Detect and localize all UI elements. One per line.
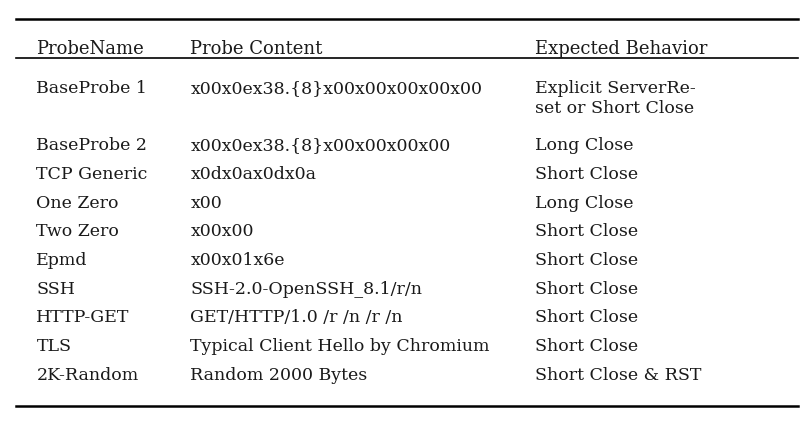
- Text: x0dx0ax0dx0a: x0dx0ax0dx0a: [190, 166, 317, 183]
- Text: Short Close: Short Close: [535, 166, 637, 183]
- Text: Epmd: Epmd: [36, 252, 88, 269]
- Text: Explicit ServerRe-
set or Short Close: Explicit ServerRe- set or Short Close: [535, 80, 695, 117]
- Text: One Zero: One Zero: [36, 195, 119, 211]
- Text: Long Close: Long Close: [535, 195, 633, 211]
- Text: TCP Generic: TCP Generic: [36, 166, 147, 183]
- Text: ProbeName: ProbeName: [36, 40, 144, 58]
- Text: x00: x00: [190, 195, 222, 211]
- Text: Short Close: Short Close: [535, 252, 637, 269]
- Text: x00x0ex38.{8}x00x00x00x00: x00x0ex38.{8}x00x00x00x00: [190, 137, 450, 154]
- Text: Probe Content: Probe Content: [190, 40, 322, 58]
- Text: Typical Client Hello by Chromium: Typical Client Hello by Chromium: [190, 338, 490, 355]
- Text: Random 2000 Bytes: Random 2000 Bytes: [190, 367, 368, 384]
- Text: BaseProbe 2: BaseProbe 2: [36, 137, 147, 154]
- Text: Short Close: Short Close: [535, 338, 637, 355]
- Text: x00x01x6e: x00x01x6e: [190, 252, 285, 269]
- Text: HTTP-GET: HTTP-GET: [36, 309, 130, 326]
- Text: x00x00: x00x00: [190, 223, 254, 240]
- Text: 2K-Random: 2K-Random: [36, 367, 139, 384]
- Text: Short Close & RST: Short Close & RST: [535, 367, 701, 384]
- Text: x00x0ex38.{8}x00x00x00x00x00: x00x0ex38.{8}x00x00x00x00x00: [190, 80, 482, 97]
- Text: BaseProbe 1: BaseProbe 1: [36, 80, 147, 97]
- Text: Two Zero: Two Zero: [36, 223, 119, 240]
- Text: SSH: SSH: [36, 281, 75, 298]
- Text: TLS: TLS: [36, 338, 71, 355]
- Text: Short Close: Short Close: [535, 223, 637, 240]
- Text: Expected Behavior: Expected Behavior: [535, 40, 707, 58]
- Text: Short Close: Short Close: [535, 309, 637, 326]
- Text: GET/HTTP/1.0 /r /n /r /n: GET/HTTP/1.0 /r /n /r /n: [190, 309, 403, 326]
- Text: Short Close: Short Close: [535, 281, 637, 298]
- Text: Long Close: Long Close: [535, 137, 633, 154]
- Text: SSH-2.0-OpenSSH_8.1/r/n: SSH-2.0-OpenSSH_8.1/r/n: [190, 281, 422, 298]
